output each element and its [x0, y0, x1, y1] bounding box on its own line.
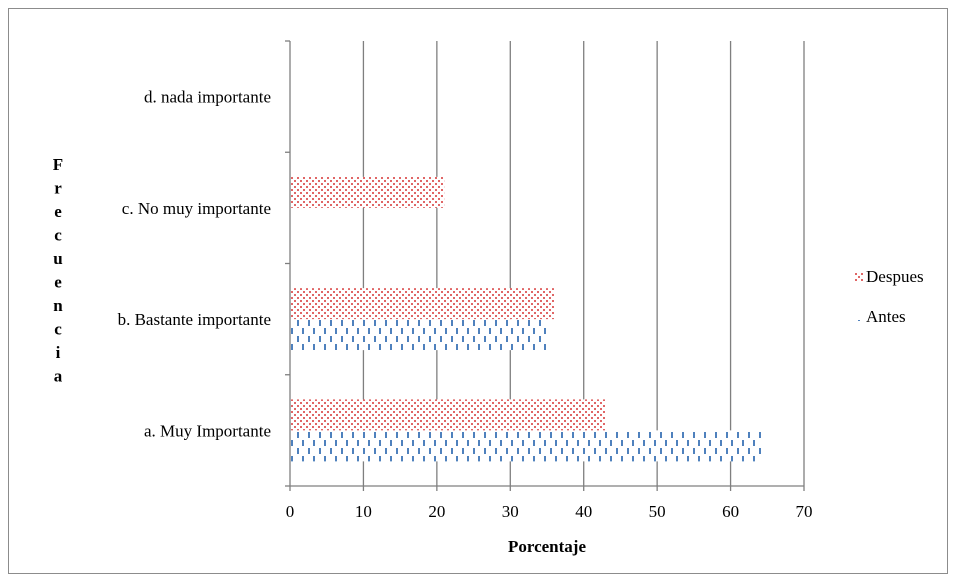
y-axis-title-letter: i — [56, 343, 61, 362]
y-axis-title-letter: a — [54, 367, 63, 386]
x-tick-label: 0 — [286, 502, 295, 521]
y-axis-title-letter: u — [53, 249, 62, 268]
legend-label: Antes — [866, 307, 906, 326]
x-tick-label: 30 — [502, 502, 519, 521]
legend-swatch-antes — [855, 312, 863, 321]
y-axis-title-letter: e — [54, 202, 62, 221]
bars — [291, 176, 764, 462]
axes — [285, 40, 805, 491]
y-axis-title-letter: c — [54, 320, 62, 339]
y-category-label: c. No muy importante — [122, 199, 271, 218]
bar-antes — [291, 319, 547, 351]
bar-antes — [291, 430, 764, 462]
legend: Despues Antes — [855, 267, 924, 326]
x-tick-label: 70 — [796, 502, 813, 521]
bar-despues — [291, 399, 606, 431]
x-tick-label: 50 — [649, 502, 666, 521]
y-category-label: d. nada importante — [144, 88, 271, 107]
y-axis-title-letter: c — [54, 226, 62, 245]
x-tick-label: 40 — [575, 502, 592, 521]
y-axis-title-letter: r — [54, 179, 62, 198]
y-category-label: b. Bastante importante — [118, 310, 271, 329]
legend-swatch-despues — [855, 272, 863, 281]
y-axis-title-letter: e — [54, 273, 62, 292]
x-tick-label: 20 — [428, 502, 445, 521]
bar-despues — [291, 176, 445, 208]
y-axis-title-letter: n — [53, 296, 63, 315]
bar-despues — [291, 288, 555, 320]
x-tick-label: 60 — [722, 502, 739, 521]
axis-labels: 0 10 20 30 40 50 60 70 a. Muy Importante b. Basta… — [118, 88, 813, 521]
legend-label: Despues — [866, 267, 924, 286]
y-axis-title-letter: F — [53, 155, 63, 174]
x-tick-label: 10 — [355, 502, 372, 521]
x-axis-title: Porcentaje — [508, 537, 586, 556]
y-category-label: a. Muy Importante — [144, 421, 271, 440]
